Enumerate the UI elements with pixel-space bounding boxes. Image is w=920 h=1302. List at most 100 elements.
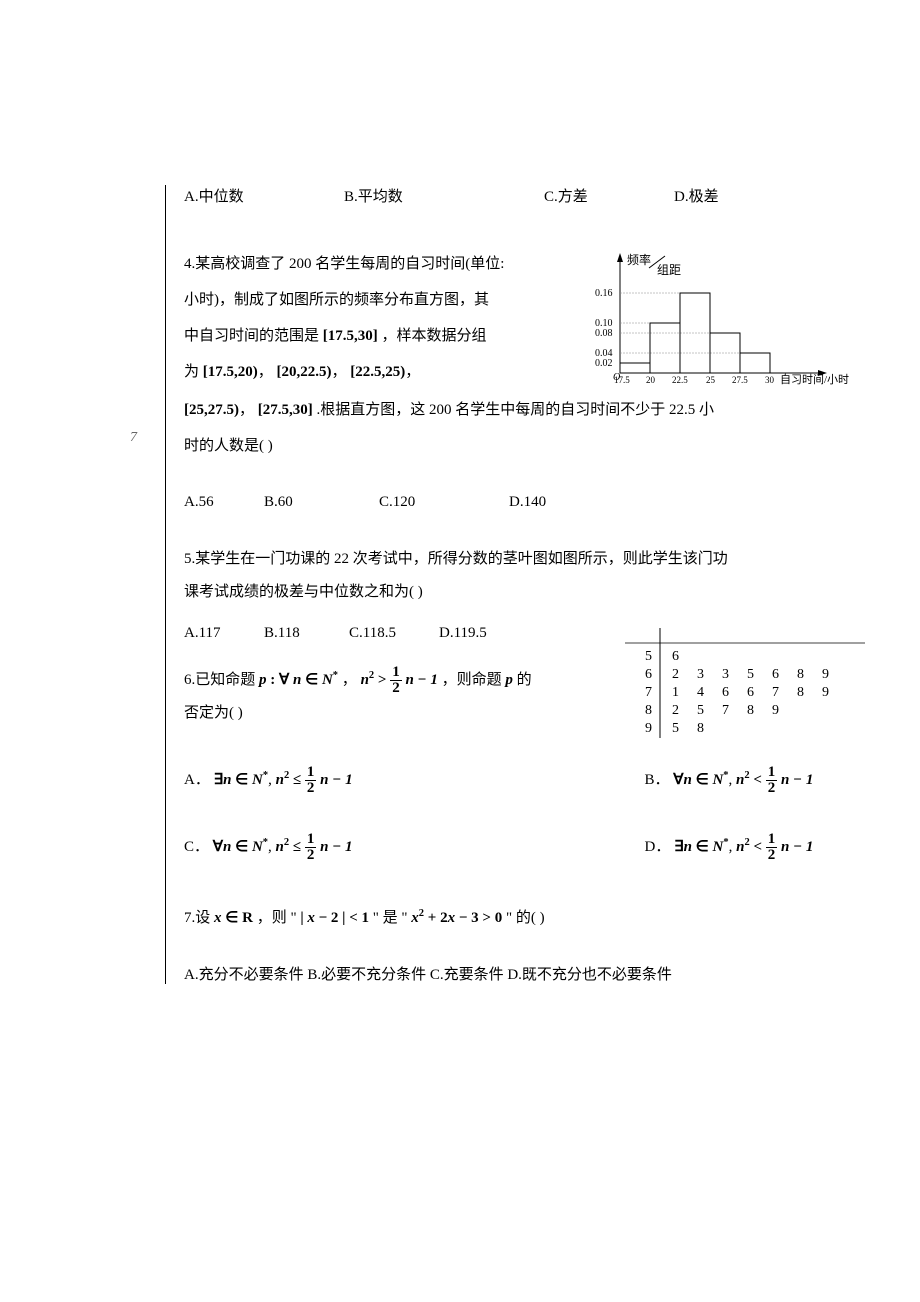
leaf-8-1: 5 bbox=[697, 703, 704, 718]
stem-8: 8 bbox=[645, 703, 652, 718]
q4-l1: 4.某高校调查了 200 名学生每周的自习时间(单位: bbox=[184, 256, 504, 272]
xtick-4: 25 bbox=[706, 375, 716, 385]
hist-ylabel-bot: 组距 bbox=[657, 263, 681, 277]
stem-7: 7 bbox=[645, 685, 652, 700]
exam-content: A.中位数 B.平均数 C.方差 D.极差 4.某高校调查了 200 名学生每周… bbox=[165, 185, 845, 984]
q6c-rhs: n − 1 bbox=[320, 839, 352, 855]
q6a-star: * bbox=[263, 770, 268, 781]
leaf-7-6: 9 bbox=[822, 685, 829, 700]
q7-text: 7.设 x ∈ R ，则 " | x − 2 | < 1 " 是 " x2 + … bbox=[184, 904, 845, 933]
q4-opt-a: A.56 bbox=[184, 494, 264, 511]
q4-opt-d: D.140 bbox=[509, 494, 599, 511]
ytick-004: 0.04 bbox=[595, 348, 613, 359]
q4-int5: [27.5,30] bbox=[258, 402, 313, 418]
q6a-rhs: n − 1 bbox=[320, 772, 352, 788]
q6-options: A． ∃n ∈ N*, n2 ≤ 12 n − 1 B． ∀n ∈ N*, n2… bbox=[184, 765, 845, 899]
q6-in: ∈ bbox=[305, 672, 322, 688]
q6d-exists: ∃ bbox=[674, 839, 683, 855]
q6d-prefix: D． bbox=[645, 839, 671, 855]
leaf-6-0: 2 bbox=[672, 667, 679, 682]
stem-9: 9 bbox=[645, 721, 652, 736]
q6c-le: ≤ bbox=[293, 839, 305, 855]
leaf-7-5: 8 bbox=[797, 685, 804, 700]
q6b-frac-num: 1 bbox=[766, 765, 778, 781]
q4-interval-main: [17.5,30] bbox=[323, 328, 378, 344]
q6-opt-d: D． ∃n ∈ N*, n2 < 12 n − 1 bbox=[515, 832, 846, 863]
q6b-frac-den: 2 bbox=[766, 781, 778, 796]
q6d-star: * bbox=[723, 837, 728, 848]
q4-l2a: 小时)，制成了如图所示的频率分布直方图，其 bbox=[184, 292, 489, 308]
q6b-forall: ∀ bbox=[673, 772, 683, 788]
q6-frac: 12 bbox=[390, 665, 402, 696]
q6c-frac: 12 bbox=[305, 832, 317, 863]
q6c-in: ∈ bbox=[235, 839, 252, 855]
q4-int4: [25,27.5) bbox=[184, 402, 239, 418]
q5-l2: 课考试成绩的极差与中位数之和为( ) bbox=[184, 584, 423, 600]
q7-c1b: x bbox=[307, 910, 315, 926]
q6a-n: n bbox=[223, 772, 231, 788]
q3-opt-a: A.中位数 bbox=[184, 185, 344, 206]
q7-mid1: ，则 " bbox=[257, 910, 301, 926]
leaf-7-0: 1 bbox=[672, 685, 679, 700]
xtick-6: 30 bbox=[765, 375, 775, 385]
q4-text: 4.某高校调查了 200 名学生每周的自习时间(单位: 小时)，制成了如图所示的… bbox=[184, 246, 554, 390]
stem-leaf-plot: 5 6 7 8 9 6 2 3 3 5 6 8 9 1 4 6 6 7 bbox=[625, 628, 865, 738]
q6c-prefix: C． bbox=[184, 839, 209, 855]
q4-options: A.56 B.60 C.120 D.140 bbox=[184, 494, 845, 511]
q6-rhs: n − 1 bbox=[405, 672, 437, 688]
leaf-9-1: 8 bbox=[697, 721, 704, 736]
q6c-frac-num: 1 bbox=[305, 832, 317, 848]
hist-bar-5 bbox=[740, 353, 770, 373]
side-page-mark: 7 bbox=[130, 430, 137, 446]
q6b-prefix: B． bbox=[645, 772, 670, 788]
leaf-7-4: 7 bbox=[772, 685, 779, 700]
q6b-lt: < bbox=[753, 772, 765, 788]
leaf-6-4: 6 bbox=[772, 667, 779, 682]
q4-block: 4.某高校调查了 200 名学生每周的自习时间(单位: 小时)，制成了如图所示的… bbox=[184, 246, 845, 464]
q7-c2a: x bbox=[411, 910, 419, 926]
q6a-prefix: A． bbox=[184, 772, 210, 788]
q6a-le: ≤ bbox=[293, 772, 305, 788]
q5-text: 5.某学生在一门功课的 22 次考试中，所得分数的茎叶图如图所示，则此学生该门功… bbox=[184, 543, 845, 609]
q6d-frac-num: 1 bbox=[766, 832, 778, 848]
stem-5: 5 bbox=[645, 649, 652, 664]
leaf-7-2: 6 bbox=[722, 685, 729, 700]
q6-opt-b: B． ∀n ∈ N*, n2 < 12 n − 1 bbox=[515, 765, 846, 796]
leaf-8-3: 8 bbox=[747, 703, 754, 718]
q7-x: x bbox=[214, 910, 222, 926]
q6-p2: p bbox=[505, 672, 513, 688]
q5-opt-d: D.119.5 bbox=[439, 625, 529, 642]
q6-n2: n bbox=[361, 672, 369, 688]
q6c-star: * bbox=[263, 837, 268, 848]
q5-block: 5.某学生在一门功课的 22 次考试中，所得分数的茎叶图如图所示，则此学生该门功… bbox=[184, 543, 845, 642]
q6b-rhs: n − 1 bbox=[781, 772, 813, 788]
hist-xlabel: 自习时间/小时 bbox=[780, 373, 849, 386]
hist-origin: O bbox=[613, 372, 620, 383]
q6-opt-c: C． ∀n ∈ N*, n2 ≤ 12 n − 1 bbox=[184, 832, 515, 863]
q6-frac-num: 1 bbox=[390, 665, 402, 681]
q6c-N: N bbox=[252, 839, 263, 855]
hist-bar-1 bbox=[620, 363, 650, 373]
q6-line2: 否定为( ) bbox=[184, 705, 243, 721]
leaf-8-0: 2 bbox=[672, 703, 679, 718]
q4-opt-c: C.120 bbox=[379, 494, 509, 511]
q6-tail2: 的 bbox=[517, 672, 532, 688]
q6-colon: : ∀ bbox=[270, 672, 289, 688]
ytick-008: 0.08 bbox=[595, 328, 613, 339]
hist-bar-2 bbox=[650, 323, 680, 373]
q4-int2: [20,22.5) bbox=[277, 364, 332, 380]
q5-opt-a: A.117 bbox=[184, 625, 264, 642]
xtick-2: 20 bbox=[646, 375, 656, 385]
q5-l1: 5.某学生在一门功课的 22 次考试中，所得分数的茎叶图如图所示，则此学生该门功 bbox=[184, 551, 728, 567]
q3-opt-b: B.平均数 bbox=[344, 185, 544, 206]
q6-tail: ，则命题 bbox=[442, 672, 506, 688]
q6b-n: n bbox=[684, 772, 692, 788]
histogram-chart: 频率 组距 0.02 0.04 0.08 0.10 0.16 17.5 20 2… bbox=[565, 248, 865, 398]
q6d-rhs: n − 1 bbox=[781, 839, 813, 855]
q6a-frac-den: 2 bbox=[305, 781, 317, 796]
q6c-forall: ∀ bbox=[213, 839, 223, 855]
q6a-N: N bbox=[252, 772, 263, 788]
q6d-frac: 12 bbox=[766, 832, 778, 863]
leaf-7-1: 4 bbox=[697, 685, 704, 700]
q6-sq: 2 bbox=[369, 670, 374, 681]
